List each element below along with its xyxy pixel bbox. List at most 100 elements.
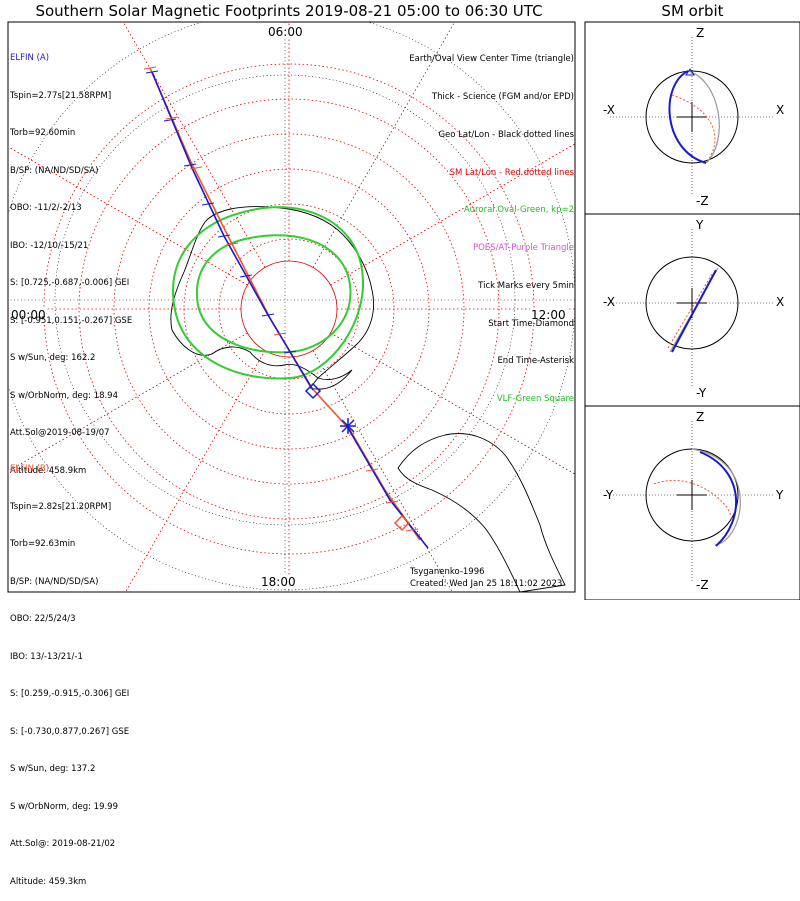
orbit3-bottom: -Z (696, 578, 709, 592)
elfin-b-line: S w/Sun, deg: 137.2 (10, 764, 96, 774)
elfin-a-label: ELFIN (A) (10, 53, 50, 63)
orbit1-left: -X (603, 103, 615, 117)
sm-lon-line (122, 22, 266, 268)
elfin-a-line: Altitude: 458.9km (10, 465, 87, 476)
elfin-b-line: S: [-0.730,0.877,0.267] GSE (10, 726, 130, 737)
elfin-b-line: S: [0.259,-0.915,-0.306] GEI (10, 689, 130, 699)
sm-lon-line (330, 143, 575, 286)
elfin-a-line: Torb=92.60min (10, 128, 76, 138)
local-time-top: 06:00 (267, 25, 304, 39)
elfin-b-tick (385, 500, 399, 504)
elfin-a-orbit (671, 269, 717, 353)
geo-grid (8, 22, 575, 592)
elfin-a-orbit-triangle (685, 68, 695, 76)
elfin-a-line: B/SP: (NA/ND/SD/SA) (10, 165, 99, 176)
elfin-a-tick (145, 70, 159, 74)
elfin-a-line: OBO: -11/2/-2/13 (10, 203, 82, 213)
orbit3-top: Z (696, 410, 705, 424)
legend-item: Auroral Oval-Green, kp=2 (463, 205, 574, 216)
sm-lon-line (330, 332, 575, 475)
elfin-a-line: S w/OrbNorm, deg: 18.94 (10, 390, 119, 401)
elfin-b-line: S w/OrbNorm, deg: 19.99 (10, 801, 119, 812)
elfin-b-line: Tspin=2.82s[21.20RPM] (10, 501, 112, 512)
elfin-b-line: Altitude: 459.3km (10, 876, 87, 887)
legend-item: End Time-Asterisk (497, 356, 574, 367)
elfin-a-line: S w/Sun, deg: 162.2 (10, 353, 96, 363)
legend-item: VLF-Green Square (496, 394, 574, 405)
elfin-a-start-diamond (304, 382, 322, 400)
orbit2-top: Y (696, 218, 704, 232)
legend-item: Earth/Oval View Center Time (triangle) (409, 54, 574, 65)
antarctica-coastline (170, 206, 375, 379)
legend-item: Geo Lat/Lon - Black dotted lines (438, 129, 574, 140)
legend: Earth/Oval View Center Time (triangle) T… (409, 28, 574, 418)
elfin-b-tick (225, 242, 239, 246)
legend-item: Start Time-Diamond (488, 318, 574, 329)
elfin-b-tick (273, 332, 287, 336)
created-timestamp: Created: Wed Jan 25 18:11:02 2023 (410, 579, 563, 589)
elfin-a-tick (261, 313, 275, 317)
legend-item: Tick Marks every 5min (478, 280, 574, 291)
orbit-panel-yz (610, 421, 775, 582)
elfin-b-line: B/SP: (NA/ND/SD/SA) (10, 576, 99, 587)
track-tick-marks (143, 66, 419, 532)
elfin-b-orbit (667, 273, 713, 349)
elfin-b-tick (143, 66, 157, 70)
elfin-a-tick (217, 234, 231, 238)
sm-longitude-lines (8, 22, 575, 592)
local-time-left: 00:00 (10, 308, 47, 322)
sm-lat-circle (113, 133, 465, 485)
orbit3-left: -Y (603, 488, 614, 502)
orbit1-right: X (776, 103, 785, 117)
elfin-b-orbit (671, 94, 716, 164)
orbit-panel-title: SM orbit (661, 2, 724, 20)
model-credit: Tsyganenko-1996 (410, 567, 485, 577)
orbit2-bottom: -Y (696, 386, 707, 400)
elfin-a-info: ELFIN (A) Tspin=2.77s[21.58RPM] Torb=92.… (10, 27, 132, 490)
elfin-a-orbit (699, 451, 737, 547)
orbit-panel-xz (610, 37, 775, 196)
orbit1-bottom: -Z (696, 194, 709, 208)
local-time-bottom: 18:00 (260, 575, 297, 589)
orbit-plots (584, 21, 800, 600)
elfin-a-line: S: [-0.951,0.151,-0.267] GSE (10, 315, 133, 326)
elfin-b-start-diamond (393, 514, 411, 532)
elfin-a-track-return (347, 427, 429, 549)
elfin-b-orbit (653, 479, 733, 521)
elfin-b-tick (189, 166, 203, 170)
elfin-a-line: IBO: -12/10/-15/21 (10, 240, 89, 251)
auroral-oval-outer (172, 206, 365, 380)
legend-item: Thick - Science (FGM and/or EPD) (431, 91, 574, 102)
elfin-a-line: Tspin=2.77s[21.58RPM] (10, 90, 112, 101)
orbit2-right: X (776, 295, 785, 309)
elfin-b-tick (165, 116, 179, 120)
elfin-a-line: Att.Sol@2019-08-19/07 (10, 428, 110, 438)
legend-item: SM Lat/Lon - Red dotted lines (449, 167, 574, 178)
orbit3-right: Y (776, 488, 784, 502)
sm-lon-line (125, 350, 266, 592)
sm-lat-circle (78, 98, 500, 520)
elfin-a-line: S: [0.725,-0.687,-0.006] GEI (10, 278, 130, 288)
elfin-b-label: ELFIN (B) (10, 464, 50, 474)
footprint-map (7, 21, 576, 593)
elfin-a-end-asterisk (340, 418, 356, 434)
elfin-b-line: Torb=92.63min (10, 539, 76, 549)
sm-lon-line (312, 22, 456, 268)
elfin-b-tick (365, 468, 379, 472)
legend-item: POES/AT-Purple Triangle (472, 243, 574, 254)
elfin-a-tick (239, 274, 253, 278)
elfin-b-tick (405, 528, 419, 532)
elfin-a-tick (201, 202, 215, 206)
elfin-a-tick (283, 350, 297, 354)
elfin-b-line: IBO: 13/-13/21/-1 (10, 651, 83, 662)
earth-outline (645, 256, 739, 350)
earth-outline (645, 70, 739, 164)
elfin-a-tick (183, 163, 197, 167)
orbit-panel-frame (584, 405, 800, 600)
south-america-coastline (397, 433, 566, 592)
sm-lon-line (312, 350, 453, 592)
elfin-a-orbit (668, 70, 707, 164)
elfin-b-line: Att.Sol@: 2019-08-21/02 (10, 839, 116, 849)
elfin-b-line: OBO: 22/5/24/3 (10, 614, 76, 624)
local-time-right: 12:00 (530, 308, 567, 322)
